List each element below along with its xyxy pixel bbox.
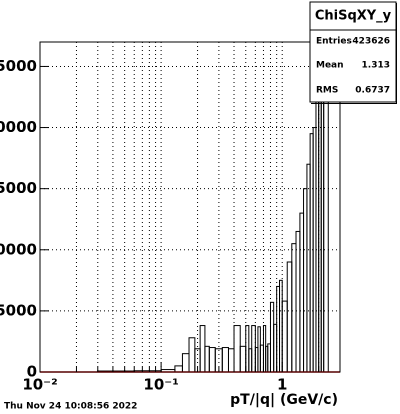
timestamp: Thu Nov 24 10:08:56 2022 — [4, 402, 137, 412]
frame — [39, 41, 341, 373]
stats-value: 1.313 — [362, 61, 390, 71]
stats-label: RMS — [316, 86, 338, 96]
y-tick-label: 15000 — [0, 179, 37, 197]
x-axis-title: pT/|q| (GeV/c) — [230, 392, 338, 408]
x-tick-label: 1 — [277, 376, 287, 394]
stats-frame — [309, 1, 397, 103]
stats-label: Entries — [316, 37, 352, 47]
y-tick-label: 25000 — [0, 57, 37, 75]
stats-value: 423626 — [352, 37, 390, 47]
stats-title: ChiSqXY_y — [315, 9, 392, 24]
axes: 0 5000 10000 15000 20000 25000 10⁻² 10⁻¹ 1 — [0, 57, 341, 394]
y-tick-label: 0 — [27, 363, 37, 381]
stats-shadow — [311, 103, 397, 104]
stats-label: Mean — [316, 61, 344, 71]
stats-box: ChiSqXY_y Entries 423626 Mean 1.313 RMS … — [309, 1, 397, 104]
histogram — [97, 42, 329, 372]
x-tick-label: 10⁻¹ — [143, 376, 178, 394]
stats-value: 0.6737 — [355, 86, 390, 96]
y-tick-label: 5000 — [0, 301, 37, 319]
y-tick-label: 20000 — [0, 118, 37, 136]
stats-shadow — [396, 3, 397, 103]
x-tick-label: 10⁻² — [22, 376, 57, 394]
y-tick-label: 10000 — [0, 240, 37, 258]
